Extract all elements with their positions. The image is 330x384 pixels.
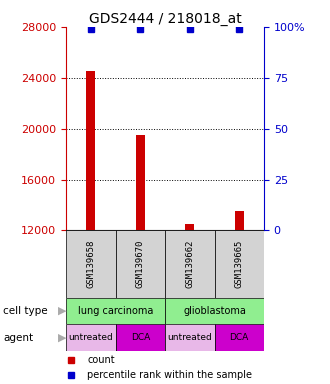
Text: count: count [87, 354, 115, 365]
Bar [235, 211, 244, 230]
Text: ▶: ▶ [58, 333, 66, 343]
Text: cell type: cell type [3, 306, 48, 316]
Bar [66, 324, 115, 351]
Text: agent: agent [3, 333, 33, 343]
Text: GSM139658: GSM139658 [86, 240, 95, 288]
Text: glioblastoma: glioblastoma [183, 306, 246, 316]
Text: untreated: untreated [68, 333, 113, 343]
Bar [115, 324, 165, 351]
Bar [86, 71, 95, 230]
Text: DCA: DCA [131, 333, 150, 343]
Bar [165, 324, 214, 351]
Bar [136, 135, 145, 230]
Bar [115, 230, 165, 298]
Bar [66, 230, 115, 298]
Bar [165, 230, 214, 298]
Text: GSM139665: GSM139665 [235, 240, 244, 288]
Text: DCA: DCA [230, 333, 249, 343]
Title: GDS2444 / 218018_at: GDS2444 / 218018_at [89, 12, 241, 26]
Text: untreated: untreated [167, 333, 212, 343]
Text: GSM139662: GSM139662 [185, 240, 194, 288]
Bar [66, 298, 165, 324]
Text: ▶: ▶ [58, 306, 66, 316]
Bar [214, 324, 264, 351]
Text: percentile rank within the sample: percentile rank within the sample [87, 370, 252, 380]
Text: GSM139670: GSM139670 [136, 240, 145, 288]
Bar [185, 224, 194, 230]
Bar [214, 230, 264, 298]
Bar [165, 298, 264, 324]
Text: lung carcinoma: lung carcinoma [78, 306, 153, 316]
